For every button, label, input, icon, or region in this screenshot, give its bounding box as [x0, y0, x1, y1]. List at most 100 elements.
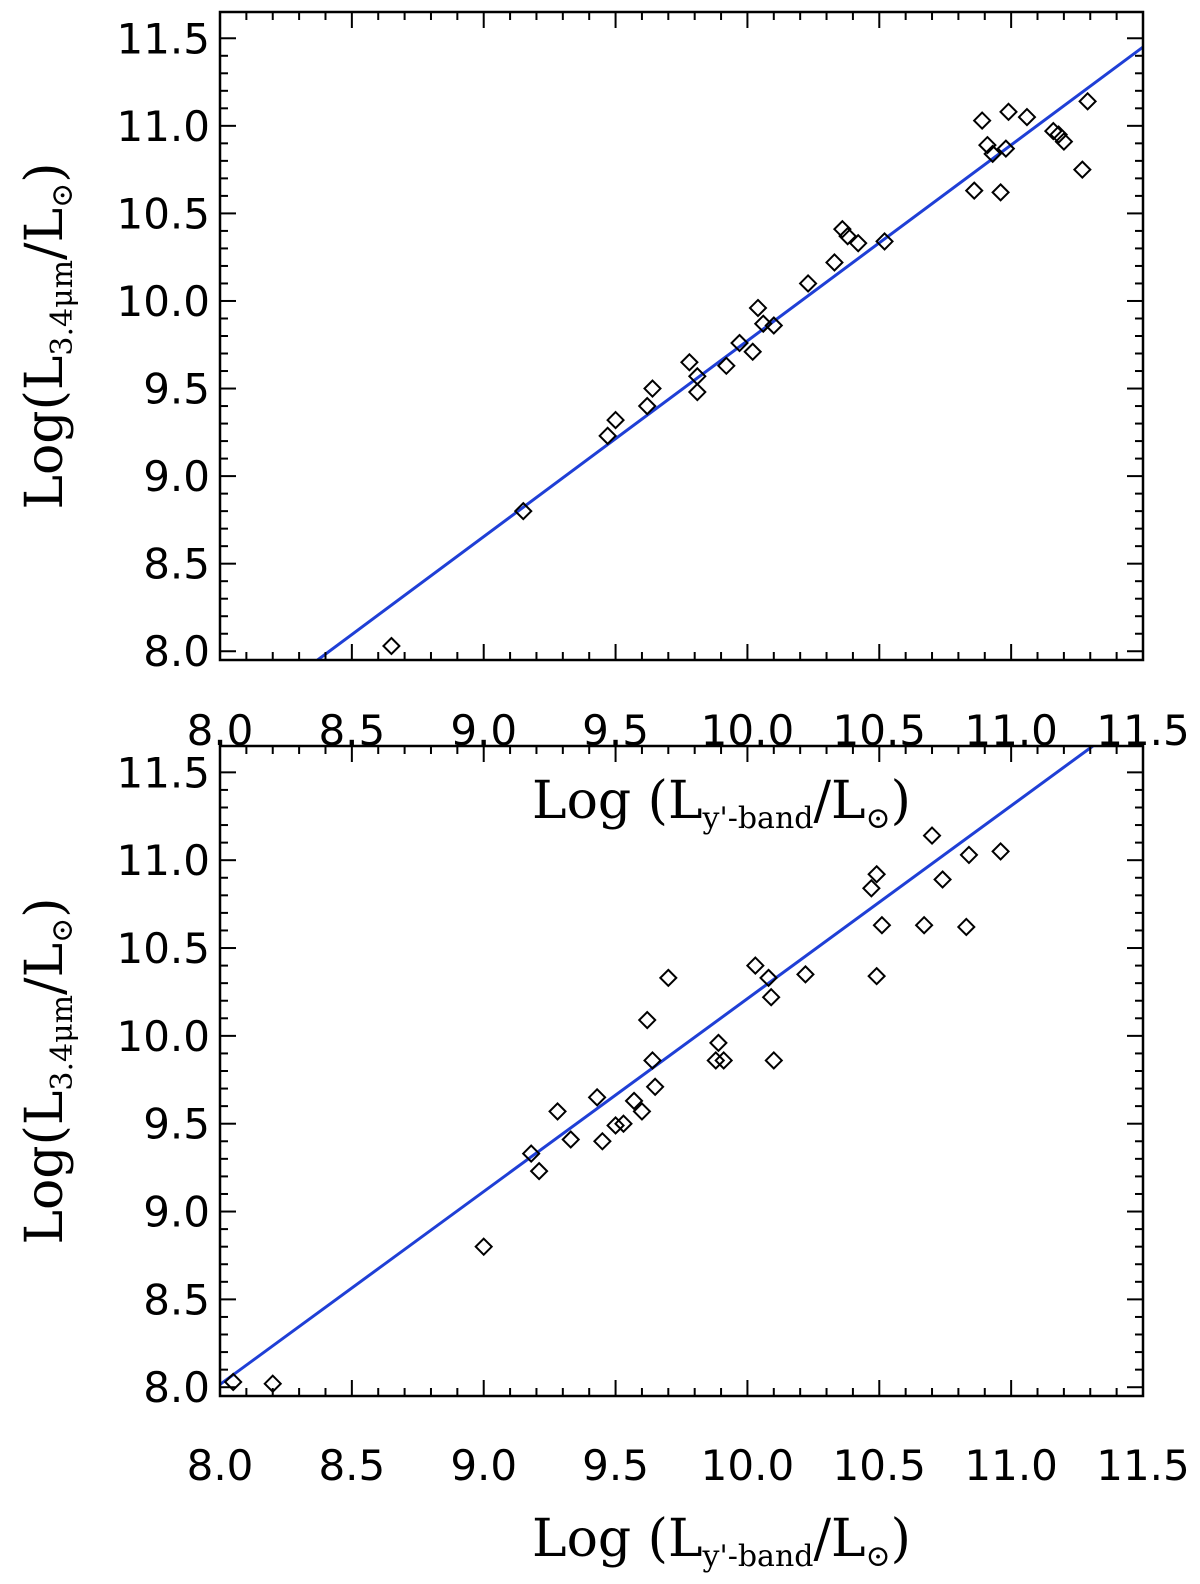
y-axis-title-sym: ⊙	[45, 918, 80, 943]
data-point	[529, 1161, 549, 1181]
y-tick-label: 11.5	[116, 748, 210, 797]
y-axis-title-tail: /L	[15, 943, 75, 995]
y-tick-label: 9.0	[143, 452, 210, 501]
data-point	[606, 410, 625, 430]
data-point	[643, 379, 662, 398]
plot-frame	[218, 744, 1145, 1398]
bottom-panel: 8.0 8.5 9.0 9.5 10.0 10.5 11.0 11.5 8.0 8.5 9.0 9.5…	[15, 744, 1190, 1574]
x-tick-label: 8.0	[187, 1441, 254, 1490]
x-tick-label: 8.5	[318, 1441, 385, 1490]
data-point	[972, 111, 992, 130]
x-axis-title-main: Log (L	[532, 1509, 702, 1569]
data-point	[867, 966, 887, 986]
data-point	[561, 1130, 581, 1149]
x-tick-label: 11.0	[964, 1441, 1058, 1490]
y-axis-title: Log(L3.4μm/L⊙)	[15, 897, 80, 1244]
x-tick-label: 10.5	[833, 1441, 927, 1490]
x-axis-title-close: )	[891, 771, 911, 831]
y-tick-label: 10.0	[116, 1012, 210, 1061]
y-tick-label: 8.5	[143, 1275, 210, 1324]
fit-line	[316, 45, 1143, 660]
data-point	[848, 233, 868, 253]
y-tick-label: 8.0	[143, 627, 210, 676]
data-point	[838, 226, 858, 246]
data-point	[474, 1237, 494, 1257]
data-point	[764, 1051, 784, 1070]
y-tick-label: 8.5	[143, 540, 210, 589]
data-point	[223, 1372, 243, 1392]
data-point	[548, 1101, 567, 1121]
data-point	[861, 878, 881, 898]
y-tick-label: 9.0	[143, 1188, 210, 1237]
data-point	[587, 1087, 607, 1107]
data-point	[872, 915, 892, 935]
x-axis-title: Log (Ly'-band/L⊙)	[532, 1509, 911, 1574]
data-point	[753, 314, 773, 334]
data-point	[764, 316, 784, 335]
data-point	[592, 1131, 612, 1151]
x-tick-label: 11.5	[1096, 1441, 1190, 1490]
data-point	[598, 426, 618, 446]
y-tick-label: 8.0	[143, 1363, 210, 1412]
x-axis-title-tail: /L	[813, 771, 865, 831]
data-point	[959, 845, 979, 865]
data-point	[825, 253, 844, 272]
y-axis-title-sub: 3.4μm	[45, 995, 80, 1091]
data-point	[730, 333, 749, 353]
y-axis-title-main: Log(L	[15, 356, 75, 510]
data-point	[1054, 132, 1074, 152]
data-point	[1017, 107, 1037, 127]
y-axis-title-tail: /L	[15, 208, 75, 260]
data-point	[832, 219, 852, 239]
data-point	[679, 352, 699, 372]
data-point	[977, 135, 997, 155]
data-point	[614, 1114, 633, 1134]
data-point	[999, 102, 1018, 122]
data-point	[1078, 91, 1098, 111]
data-point	[637, 1010, 657, 1030]
data-point	[983, 144, 1003, 164]
data-point	[513, 501, 533, 521]
data-point	[1043, 121, 1063, 141]
x-tick-label: 9.5	[582, 1441, 649, 1490]
x-axis-title-sub: y'-band	[702, 1539, 814, 1574]
x-axis-title-sym: ⊙	[866, 801, 891, 836]
fit-line	[220, 746, 1094, 1387]
data-point	[991, 182, 1011, 202]
data-point	[716, 356, 736, 376]
data-point	[759, 968, 778, 988]
y-axis-title-close: )	[15, 162, 75, 182]
x-tick-label: 10.0	[701, 1441, 795, 1490]
data-point	[956, 917, 976, 937]
x-axis-title-close: )	[891, 1509, 911, 1569]
x-axis-title-sym: ⊙	[866, 1539, 891, 1574]
y-axis-title-sub: 3.4μm	[45, 260, 80, 356]
plot-frame	[218, 10, 1145, 662]
x-axis-title-tail: /L	[813, 1509, 865, 1569]
data-point	[922, 826, 942, 846]
y-tick-label: 10.5	[116, 189, 210, 238]
y-tick-label: 9.5	[143, 365, 210, 414]
x-axis-title-main: Log (L	[532, 771, 702, 831]
data-point	[748, 298, 768, 318]
y-axis-title-main: Log(L	[15, 1091, 75, 1245]
data-point	[991, 841, 1011, 861]
x-tick-label: 9.0	[450, 1441, 517, 1490]
y-tick-label: 9.5	[143, 1100, 210, 1149]
data-point	[645, 1077, 665, 1097]
y-axis-title-sym: ⊙	[45, 183, 80, 208]
data-point	[643, 1051, 662, 1070]
data-point	[637, 396, 657, 416]
y-tick-label: 11.5	[116, 14, 210, 63]
x-axis-title-sub: y'-band	[702, 801, 814, 836]
data-point	[743, 342, 763, 362]
y-axis-title: Log(L3.4μm/L⊙)	[15, 162, 80, 509]
data-point	[761, 987, 781, 1007]
data-point	[1072, 160, 1092, 180]
data-point	[1049, 125, 1069, 145]
data-point	[624, 1091, 644, 1111]
data-point	[867, 864, 887, 884]
data-point	[521, 1144, 541, 1163]
data-point	[706, 1051, 726, 1070]
